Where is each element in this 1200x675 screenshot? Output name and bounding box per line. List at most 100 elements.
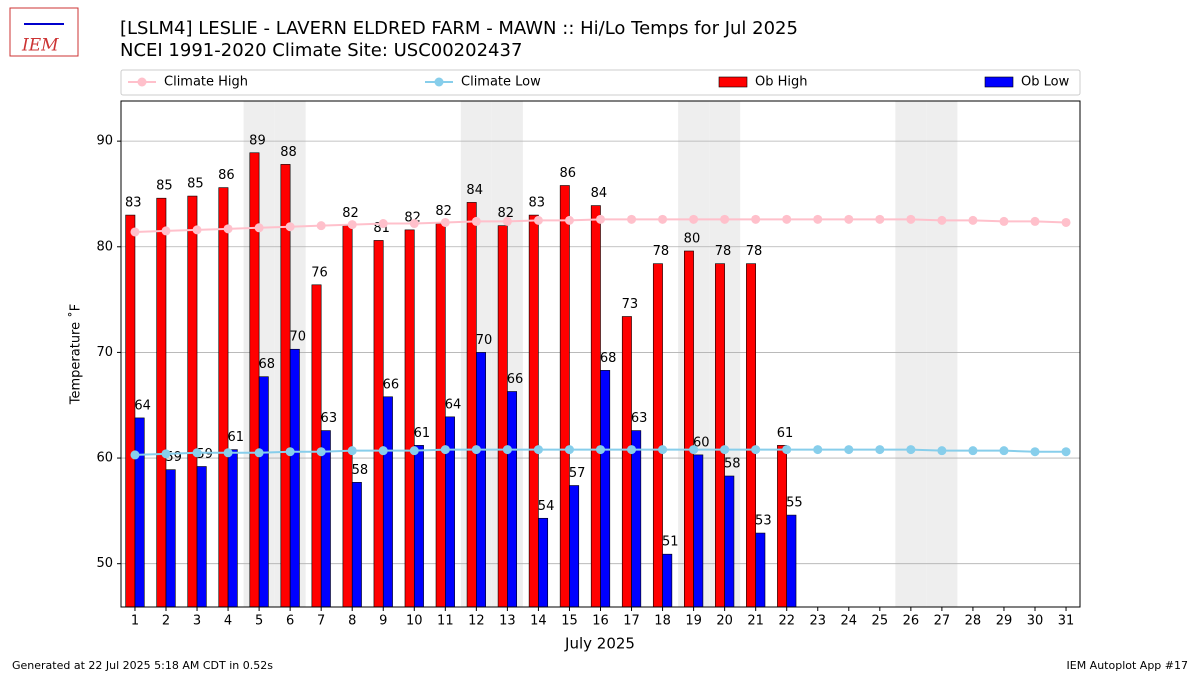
x-tick-label: 17	[623, 614, 640, 629]
bar	[218, 187, 229, 608]
bar	[342, 225, 353, 608]
bar	[755, 532, 766, 608]
point	[254, 223, 264, 233]
point	[596, 445, 605, 455]
data-label: 53	[755, 514, 772, 529]
data-label: 63	[631, 411, 648, 426]
point	[782, 445, 792, 455]
x-tick-label: 21	[747, 614, 764, 629]
bar	[590, 205, 601, 608]
point	[627, 445, 637, 455]
y-tick-label: 60	[96, 451, 113, 466]
x-tick-label: 18	[654, 614, 671, 629]
data-label: 60	[693, 435, 710, 450]
data-label: 73	[622, 297, 639, 312]
y-tick-label: 80	[96, 239, 113, 254]
point	[161, 449, 171, 459]
x-tick-label: 7	[317, 614, 325, 629]
point	[658, 445, 668, 455]
data-label: 58	[724, 457, 741, 472]
data-label: 84	[591, 186, 608, 201]
x-tick-label: 9	[379, 614, 387, 629]
point	[720, 445, 730, 455]
bar	[693, 454, 704, 608]
point	[378, 446, 388, 456]
point	[937, 215, 947, 225]
bar	[373, 240, 384, 608]
bar	[435, 223, 446, 608]
data-label: 86	[560, 166, 577, 181]
logo: IEM	[21, 36, 59, 56]
legend-frame	[120, 69, 1081, 96]
bar	[777, 445, 788, 608]
bar	[621, 316, 632, 608]
x-tick-label: 31	[1058, 614, 1075, 629]
bar	[569, 485, 580, 608]
data-label: 55	[786, 496, 803, 511]
point	[1061, 217, 1071, 227]
point	[533, 215, 543, 225]
point	[844, 445, 854, 455]
data-label: 64	[445, 397, 462, 412]
point	[440, 445, 450, 455]
point	[316, 221, 326, 231]
x-tick-label: 15	[561, 614, 578, 629]
logo-frame	[9, 7, 79, 57]
bar	[652, 263, 663, 608]
point	[720, 214, 730, 224]
data-label: 66	[507, 372, 524, 387]
data-label: 54	[538, 499, 555, 514]
bar	[724, 475, 735, 608]
point	[906, 445, 916, 455]
bar	[227, 449, 238, 608]
point	[689, 214, 699, 224]
point	[192, 225, 202, 235]
legend-marker	[137, 77, 147, 87]
bar	[662, 553, 673, 608]
bar	[528, 214, 539, 608]
point	[968, 215, 978, 225]
x-tick-label: 28	[965, 614, 982, 629]
point	[875, 445, 885, 455]
bar	[311, 284, 322, 608]
footer-right: IEM Autoplot App #17	[1067, 659, 1189, 672]
x-tick-label: 13	[499, 614, 516, 629]
legend-label: Climate High	[164, 75, 248, 90]
bar	[631, 430, 642, 608]
point	[968, 446, 978, 456]
data-label: 82	[435, 204, 452, 219]
data-label: 84	[466, 183, 483, 198]
point	[502, 445, 512, 455]
bar	[156, 197, 167, 608]
x-tick-label: 4	[224, 614, 232, 629]
bar	[476, 352, 486, 608]
x-tick-label: 22	[778, 614, 795, 629]
bar	[134, 417, 145, 608]
x-tick-label: 25	[872, 614, 889, 629]
data-label: 57	[569, 466, 586, 481]
y-tick-label: 70	[96, 345, 113, 360]
data-label: 82	[342, 206, 359, 221]
bar	[165, 469, 176, 608]
point	[751, 214, 761, 224]
point	[906, 214, 916, 224]
data-label: 61	[777, 426, 794, 441]
chart-title: [LSLM4] LESLIE - LAVERN ELDRED FARM - MA…	[120, 18, 798, 39]
data-label: 68	[600, 351, 617, 366]
data-label: 64	[134, 398, 151, 413]
bar	[507, 391, 518, 608]
x-tick-label: 14	[530, 614, 547, 629]
x-tick-label: 8	[348, 614, 356, 629]
bar	[600, 370, 611, 608]
point	[130, 450, 140, 460]
x-tick-label: 10	[406, 614, 423, 629]
point	[782, 214, 792, 224]
point	[751, 445, 761, 455]
point	[254, 448, 264, 458]
legend-label: Climate Low	[461, 75, 541, 90]
x-tick-label: 11	[437, 614, 454, 629]
point	[502, 216, 512, 226]
x-tick-label: 24	[841, 614, 858, 629]
bar	[249, 152, 260, 608]
